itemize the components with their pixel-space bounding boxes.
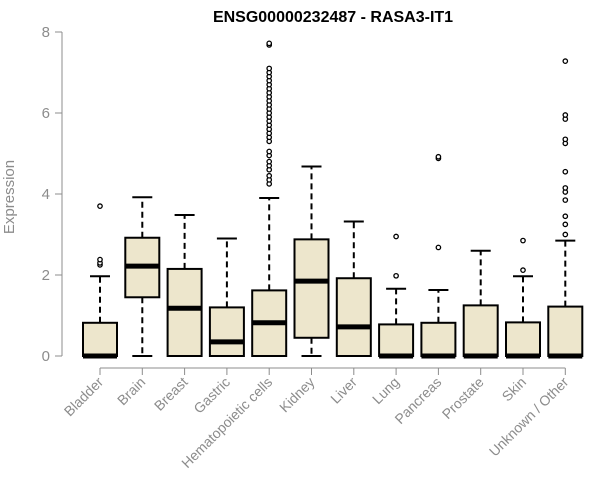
box-liver xyxy=(335,220,372,357)
x-tick-label: Pancreas xyxy=(391,374,444,427)
outlier-point xyxy=(97,256,103,263)
box-body xyxy=(547,305,584,357)
box-body xyxy=(208,306,245,357)
box-pancreas xyxy=(420,153,457,359)
x-tick-label: Lung xyxy=(369,374,402,407)
outlier-point xyxy=(97,203,103,209)
x-tick-label: Prostate xyxy=(439,374,487,422)
outlier-point xyxy=(562,231,569,238)
boxes-group xyxy=(82,40,584,359)
box-body xyxy=(378,323,415,358)
x-tick-label: Kidney xyxy=(276,374,318,416)
box-body xyxy=(505,321,541,358)
box-body xyxy=(420,321,457,358)
y-tick-label: 6 xyxy=(42,105,50,122)
box-brain xyxy=(124,196,161,357)
outlier-point xyxy=(266,172,273,179)
box-body xyxy=(335,277,372,357)
outlier-point xyxy=(562,136,569,143)
x-tick-label: Brain xyxy=(114,374,148,408)
outlier-point xyxy=(266,65,273,72)
outlier-point xyxy=(562,168,569,175)
y-tick-label: 8 xyxy=(42,24,50,41)
box-skin xyxy=(505,237,541,359)
box-body xyxy=(166,267,203,357)
outlier-point xyxy=(562,185,569,191)
box-breast xyxy=(166,214,203,357)
outlier-point xyxy=(435,244,442,251)
box-unknown-other xyxy=(547,58,584,359)
outlier-point xyxy=(266,158,273,165)
y-tick-label: 2 xyxy=(42,267,50,284)
x-tick-label: Bladder xyxy=(61,374,107,420)
outlier-point xyxy=(266,40,273,47)
box-gastric xyxy=(208,237,245,357)
box-body xyxy=(82,321,118,358)
y-axis: 0 2 4 6 8 xyxy=(42,24,63,365)
x-tick-label: Liver xyxy=(327,374,360,407)
outlier-point xyxy=(520,237,526,244)
outlier-point xyxy=(562,213,569,220)
outlier-point xyxy=(393,233,399,240)
outlier-point xyxy=(562,221,569,228)
box-lung xyxy=(378,233,415,359)
outlier-point xyxy=(562,197,569,203)
box-bladder xyxy=(82,203,118,359)
x-tick-label: Unknown / Other xyxy=(486,374,572,460)
box-kidney xyxy=(293,165,330,357)
box-hematopoietic-cells xyxy=(251,40,288,358)
outlier-point xyxy=(435,153,442,160)
outlier-point xyxy=(266,148,273,155)
outlier-point xyxy=(562,58,569,65)
x-tick-label: Skin xyxy=(499,374,530,405)
outlier-point xyxy=(393,272,399,279)
box-body xyxy=(293,238,330,339)
y-tick-label: 4 xyxy=(42,186,50,203)
y-axis-label: Expression xyxy=(1,160,18,234)
box-prostate xyxy=(462,249,499,359)
x-tick-label: Breast xyxy=(151,374,191,414)
box-body xyxy=(462,304,499,357)
outlier-point xyxy=(520,267,526,273)
outlier-point xyxy=(562,112,569,118)
chart-title: ENSG00000232487 - RASA3-IT1 xyxy=(213,9,453,26)
y-tick-label: 0 xyxy=(42,348,50,365)
